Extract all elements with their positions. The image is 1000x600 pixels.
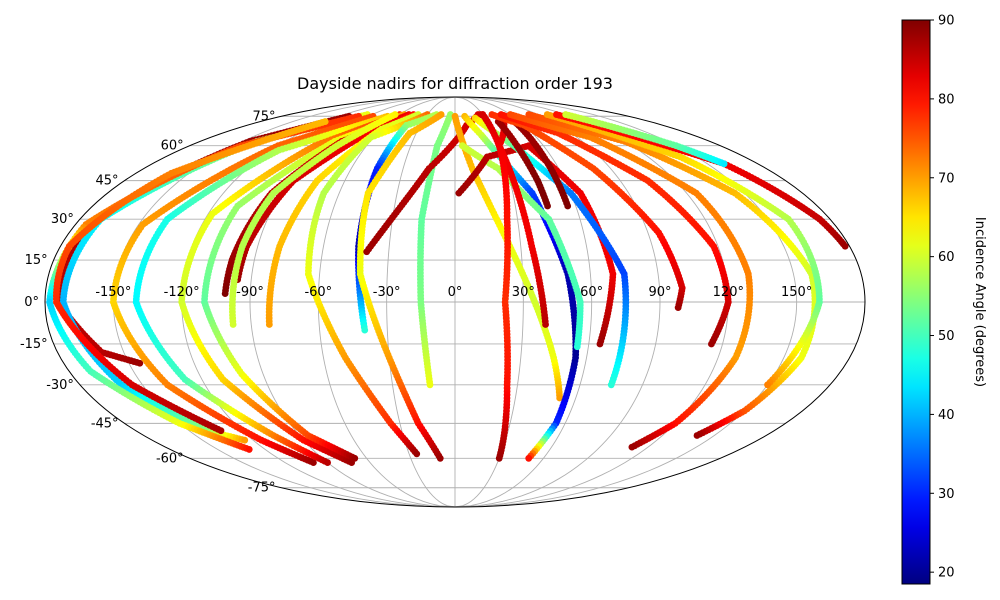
latitude-tick-label: 0° xyxy=(24,295,39,310)
longitude-tick-label: 30° xyxy=(512,285,535,300)
data-point xyxy=(573,343,581,351)
colorbar-tick-label: 20 xyxy=(938,566,955,581)
data-point xyxy=(720,160,728,168)
data-point xyxy=(241,436,249,444)
longitude-tick-label: 90° xyxy=(648,285,671,300)
data-point xyxy=(607,381,615,389)
data-points xyxy=(46,111,849,466)
data-point xyxy=(436,454,444,462)
colorbar-tick-label: 40 xyxy=(938,408,955,423)
data-point xyxy=(221,290,229,297)
data-point xyxy=(628,443,636,451)
colorbar: 20 30 40 50 60 70 80 90 Incidence Angle (degree… xyxy=(901,14,987,585)
data-point xyxy=(841,242,849,250)
latitude-tick-label: 30° xyxy=(51,212,74,227)
colorbar-tick-label: 30 xyxy=(938,487,955,502)
longitude-tick-label: -30° xyxy=(373,285,401,300)
longitude-tick-label: 0° xyxy=(448,285,463,300)
data-point xyxy=(542,321,549,328)
data-point xyxy=(229,321,237,328)
longitude-gridline xyxy=(386,97,456,507)
colorbar-tick-label: 70 xyxy=(938,171,955,186)
data-point xyxy=(544,202,551,210)
data-point xyxy=(351,454,359,462)
data-point xyxy=(413,450,421,458)
longitude-tick-label: -60° xyxy=(304,285,332,300)
latitude-tick-label: -45° xyxy=(91,416,119,431)
longitude-tick-label: 60° xyxy=(580,285,603,300)
longitude-tick-label: -90° xyxy=(236,285,264,300)
data-point xyxy=(708,340,715,348)
longitude-gridline xyxy=(454,97,593,507)
data-point xyxy=(495,454,503,462)
data-point xyxy=(674,304,682,312)
colorbar-label: Incidence Angle (degrees) xyxy=(972,217,987,387)
chart-title: Dayside nadirs for diffraction order 193 xyxy=(297,74,613,93)
data-point xyxy=(764,381,771,389)
colorbar-ticks: 20 30 40 50 60 70 80 90 xyxy=(930,14,955,581)
data-point xyxy=(525,454,533,462)
data-point xyxy=(217,427,225,435)
colorbar-tick-label: 90 xyxy=(938,14,955,29)
longitude-tick-label: -150° xyxy=(95,285,131,300)
data-point xyxy=(564,202,572,210)
latitude-tick-label: 60° xyxy=(161,139,184,154)
latitude-tick-label: -60° xyxy=(156,451,184,466)
data-point xyxy=(265,321,273,328)
latitude-tick-label: 45° xyxy=(96,174,119,189)
data-point xyxy=(596,340,604,348)
latitude-tick-label: -30° xyxy=(46,378,74,393)
data-point xyxy=(245,446,253,453)
graticule xyxy=(45,97,865,507)
colorbar-tick-label: 80 xyxy=(938,92,955,107)
longitude-tick-label: 120° xyxy=(713,285,744,300)
data-point xyxy=(136,359,144,367)
latitude-tick-label: 15° xyxy=(25,253,48,268)
latitude-tick-label: -15° xyxy=(20,337,48,352)
data-point xyxy=(693,432,701,439)
colorbar-tick-label: 50 xyxy=(938,329,955,344)
longitude-tick-label: -120° xyxy=(164,285,200,300)
colorbar-gradient xyxy=(901,19,931,585)
data-point xyxy=(361,326,369,334)
latitude-tick-label: 75° xyxy=(252,109,275,124)
data-point xyxy=(426,381,434,389)
data-point xyxy=(324,459,331,466)
latitude-tick-label: -75° xyxy=(248,481,276,496)
colorbar-tick-label: 60 xyxy=(938,250,955,265)
longitude-tick-label: 150° xyxy=(781,285,812,300)
